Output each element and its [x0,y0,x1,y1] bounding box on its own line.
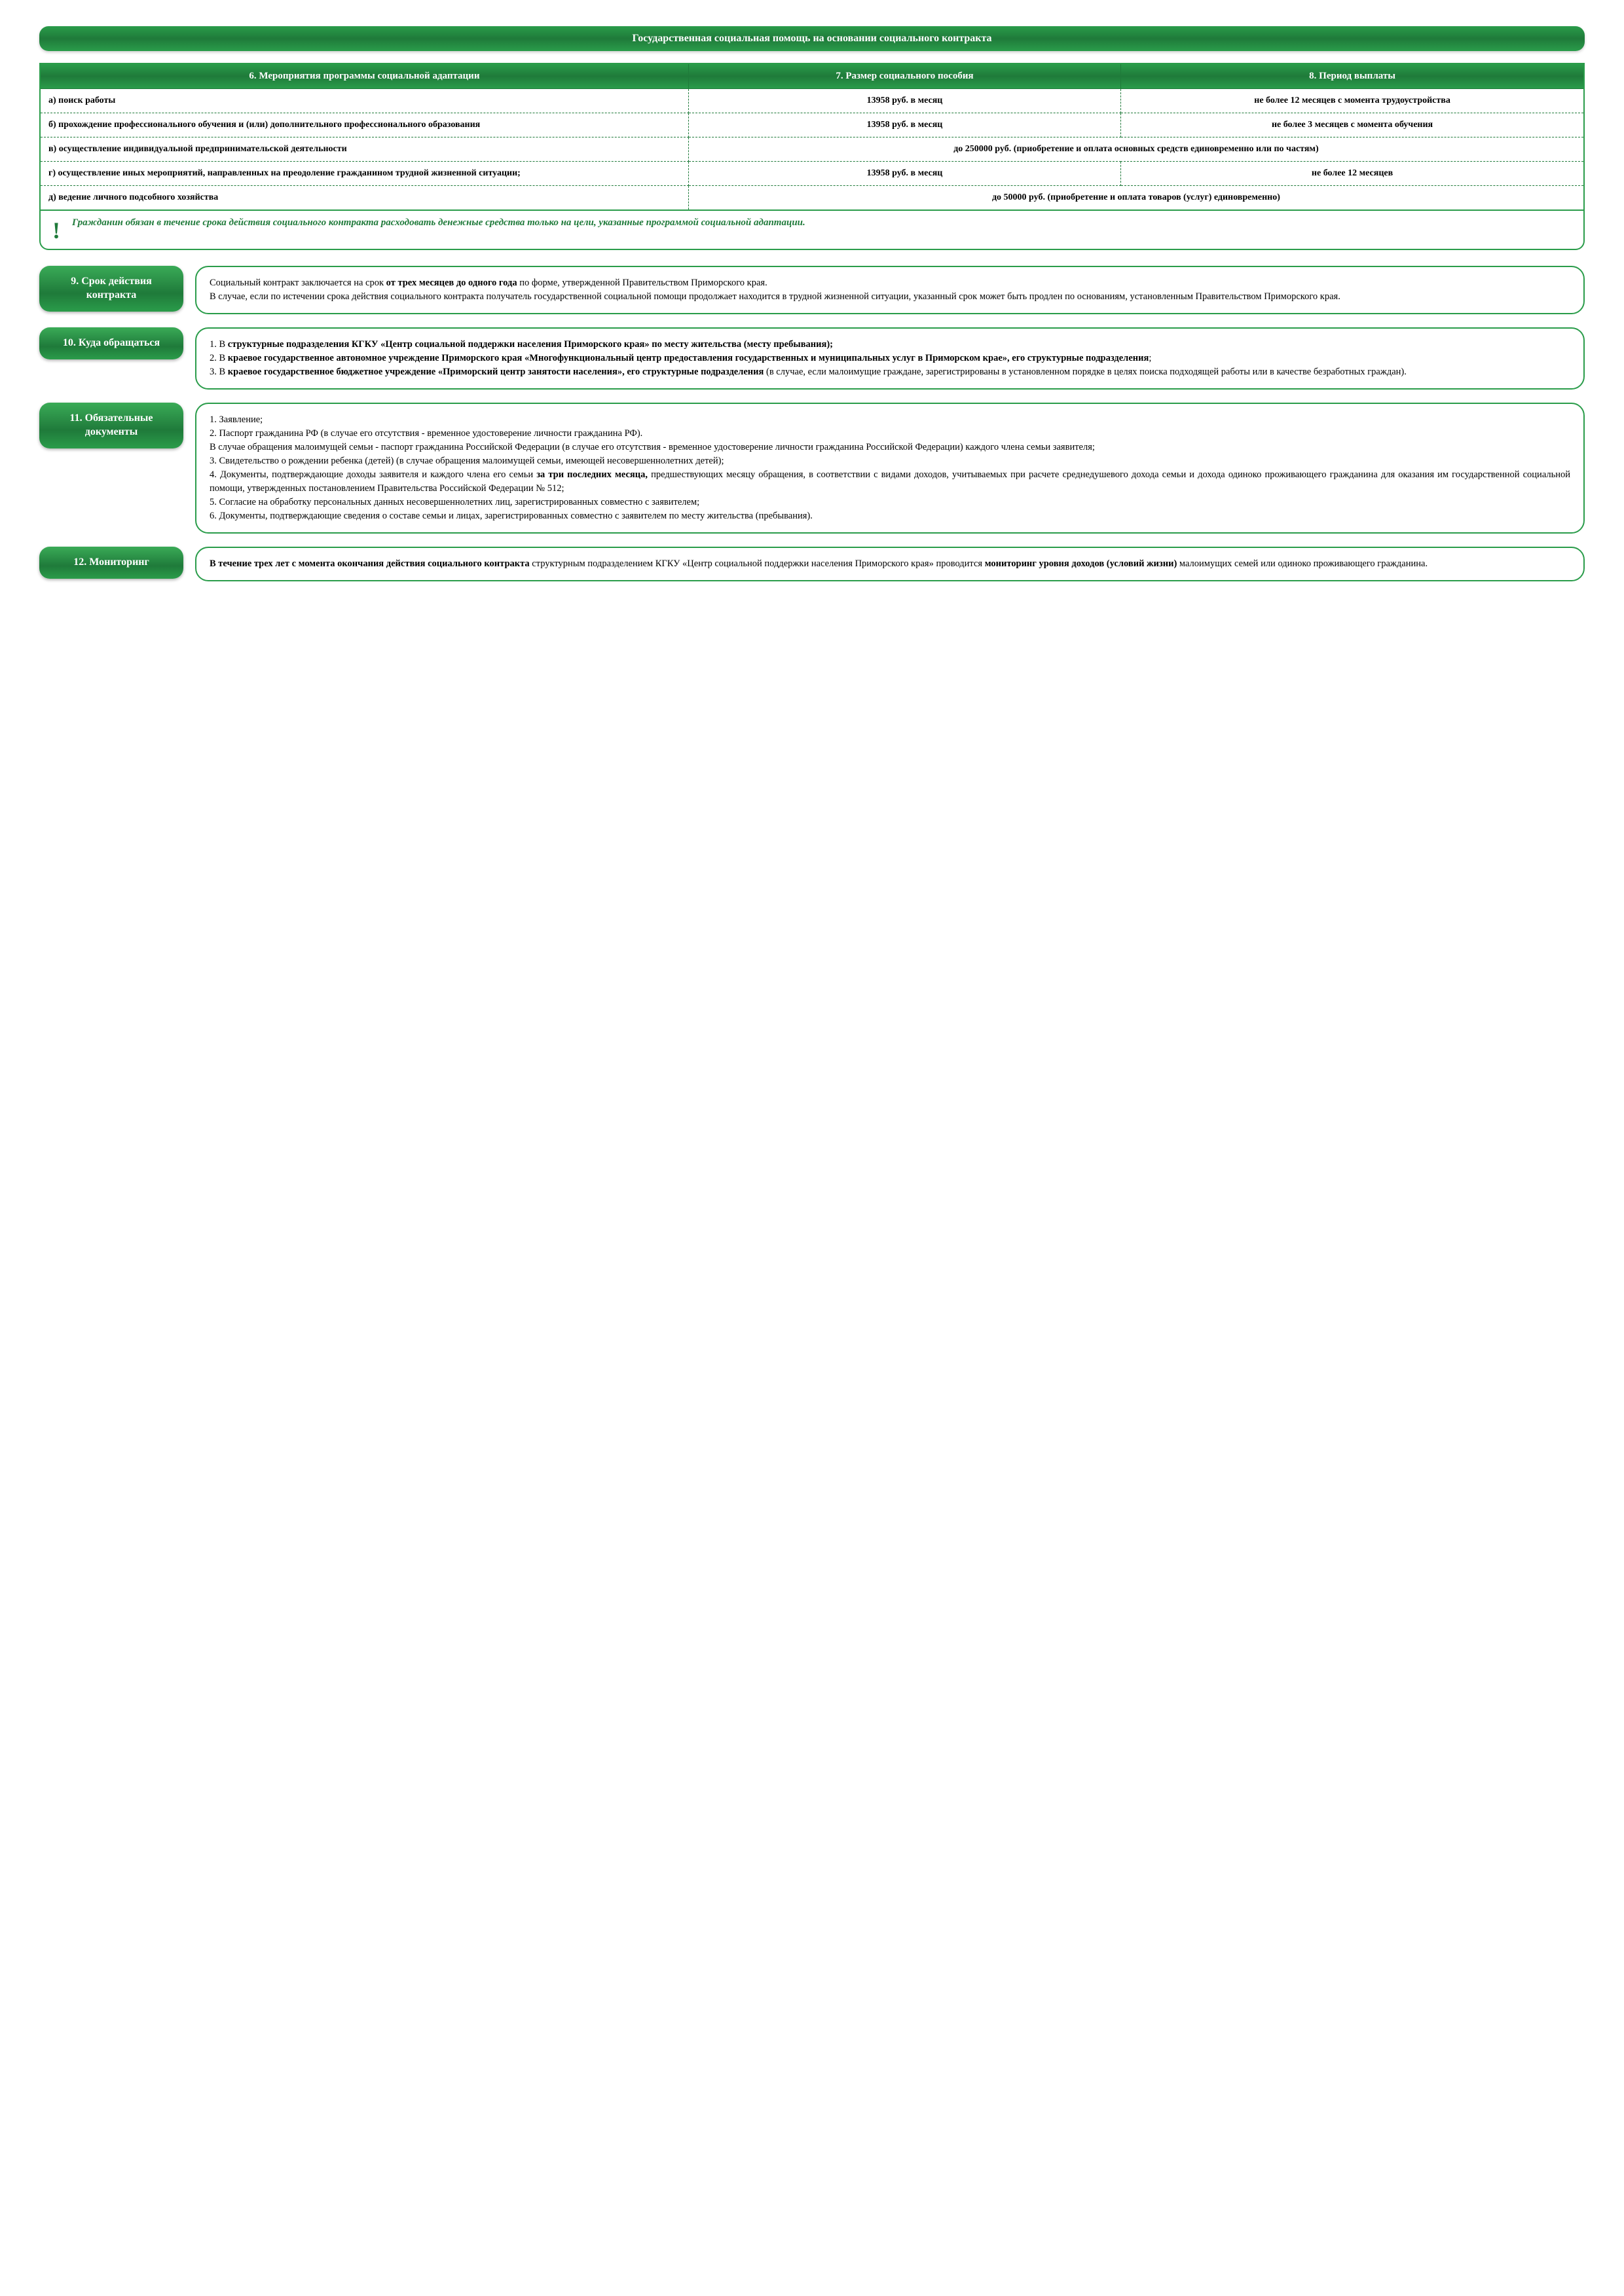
section-badge-11: 11. Обязательные документы [39,403,183,448]
cell-activity: д) ведение личного подсобного хозяйства [40,186,688,211]
table-header-activity: 6. Мероприятия программы социальной адап… [40,64,688,89]
section-body-12: В течение трех лет с момента окончания д… [195,547,1585,581]
note-box: ! Гражданин обязан в течение срока дейст… [39,211,1585,250]
cell-period: не более 3 месяцев с момента обучения [1121,113,1584,137]
cell-period: не более 12 месяцев с момента трудоустро… [1121,89,1584,113]
table-row: д) ведение личного подсобного хозяйства … [40,186,1584,211]
section-body-11: 1. Заявление;2. Паспорт гражданина РФ (в… [195,403,1585,534]
section-body-10: 1. В структурные подразделения КГКУ «Цен… [195,327,1585,390]
section-11: 11. Обязательные документы 1. Заявление;… [39,403,1585,534]
table-row: б) прохождение профессионального обучени… [40,113,1584,137]
cell-activity: б) прохождение профессионального обучени… [40,113,688,137]
note-text: Гражданин обязан в течение срока действи… [72,217,805,228]
section-badge-10: 10. Куда обращаться [39,327,183,359]
table-header-period: 8. Период выплаты [1121,64,1584,89]
cell-activity: а) поиск работы [40,89,688,113]
cell-amount: 13958 руб. в месяц [688,89,1120,113]
cell-amount: 13958 руб. в месяц [688,113,1120,137]
exclamation-icon: ! [52,217,60,242]
cell-merged: до 250000 руб. (приобретение и оплата ос… [688,137,1584,162]
table-row: г) осуществление иных мероприятий, напра… [40,162,1584,186]
table-header-amount: 7. Размер социального пособия [688,64,1120,89]
cell-activity: в) осуществление индивидуальной предприн… [40,137,688,162]
section-10: 10. Куда обращаться 1. В структурные под… [39,327,1585,390]
section-9: 9. Срок действия контракта Социальный ко… [39,266,1585,314]
section-body-9: Социальный контракт заключается на срок … [195,266,1585,314]
section-badge-9: 9. Срок действия контракта [39,266,183,312]
cell-activity: г) осуществление иных мероприятий, напра… [40,162,688,186]
cell-period: не более 12 месяцев [1121,162,1584,186]
table-row: а) поиск работы 13958 руб. в месяц не бо… [40,89,1584,113]
section-badge-12: 12. Мониторинг [39,547,183,579]
cell-amount: 13958 руб. в месяц [688,162,1120,186]
section-12: 12. Мониторинг В течение трех лет с моме… [39,547,1585,581]
benefits-table: 6. Мероприятия программы социальной адап… [39,63,1585,211]
cell-merged: до 50000 руб. (приобретение и оплата тов… [688,186,1584,211]
page-title: Государственная социальная помощь на осн… [39,26,1585,51]
table-row: в) осуществление индивидуальной предприн… [40,137,1584,162]
